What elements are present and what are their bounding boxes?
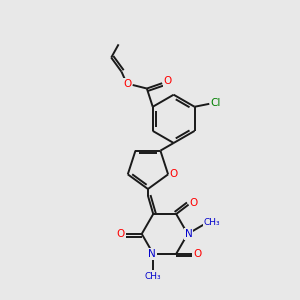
Text: CH₃: CH₃: [145, 272, 162, 281]
Text: N: N: [148, 249, 156, 259]
Text: O: O: [123, 79, 131, 89]
Text: O: O: [163, 76, 172, 86]
Text: O: O: [190, 198, 198, 208]
Text: O: O: [193, 249, 202, 259]
Text: CH₃: CH₃: [204, 218, 220, 227]
Text: Cl: Cl: [211, 98, 221, 108]
Text: O: O: [170, 169, 178, 179]
Text: N: N: [185, 229, 192, 239]
Text: O: O: [116, 229, 125, 239]
